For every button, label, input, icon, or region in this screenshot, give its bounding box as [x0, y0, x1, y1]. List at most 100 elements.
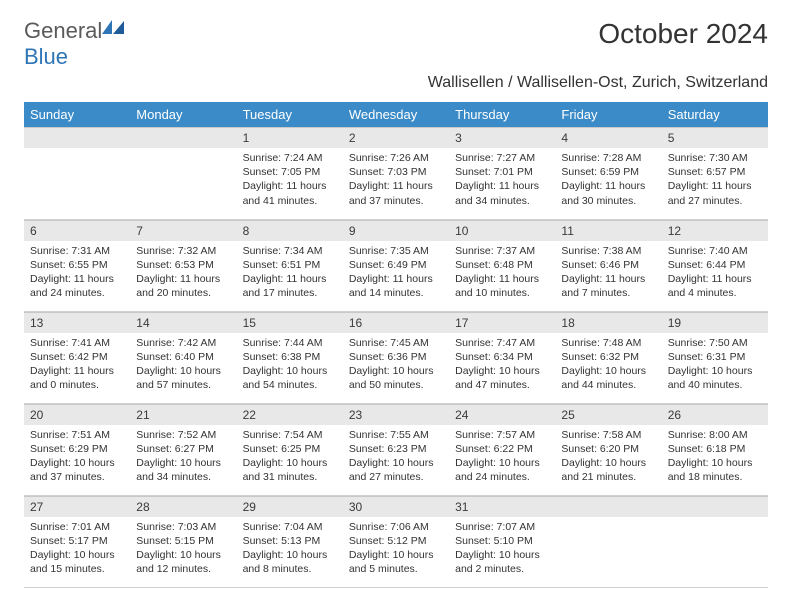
day-details: Sunrise: 7:04 AMSunset: 5:13 PMDaylight:… [237, 517, 343, 581]
day-details: Sunrise: 7:26 AMSunset: 7:03 PMDaylight:… [343, 148, 449, 212]
day-number [555, 496, 661, 517]
calendar-table: SundayMondayTuesdayWednesdayThursdayFrid… [24, 102, 768, 588]
calendar-cell: 8Sunrise: 7:34 AMSunset: 6:51 PMDaylight… [237, 219, 343, 311]
day-details: Sunrise: 7:37 AMSunset: 6:48 PMDaylight:… [449, 241, 555, 305]
calendar-cell: 14Sunrise: 7:42 AMSunset: 6:40 PMDayligh… [130, 311, 236, 403]
day-number [24, 127, 130, 148]
day-details [24, 148, 130, 155]
day-details: Sunrise: 7:24 AMSunset: 7:05 PMDaylight:… [237, 148, 343, 212]
calendar-cell: 28Sunrise: 7:03 AMSunset: 5:15 PMDayligh… [130, 495, 236, 587]
day-details: Sunrise: 7:55 AMSunset: 6:23 PMDaylight:… [343, 425, 449, 489]
calendar-cell: 16Sunrise: 7:45 AMSunset: 6:36 PMDayligh… [343, 311, 449, 403]
day-details: Sunrise: 7:50 AMSunset: 6:31 PMDaylight:… [662, 333, 768, 397]
location: Wallisellen / Wallisellen-Ost, Zurich, S… [24, 74, 768, 92]
day-details: Sunrise: 7:30 AMSunset: 6:57 PMDaylight:… [662, 148, 768, 212]
calendar-cell: 27Sunrise: 7:01 AMSunset: 5:17 PMDayligh… [24, 495, 130, 587]
day-details: Sunrise: 7:35 AMSunset: 6:49 PMDaylight:… [343, 241, 449, 305]
day-number: 2 [343, 127, 449, 148]
day-number: 28 [130, 496, 236, 517]
day-number: 16 [343, 312, 449, 333]
day-number: 21 [130, 404, 236, 425]
calendar-cell: 22Sunrise: 7:54 AMSunset: 6:25 PMDayligh… [237, 403, 343, 495]
day-details: Sunrise: 7:01 AMSunset: 5:17 PMDaylight:… [24, 517, 130, 581]
day-number: 10 [449, 220, 555, 241]
day-number: 5 [662, 127, 768, 148]
day-details: Sunrise: 7:54 AMSunset: 6:25 PMDaylight:… [237, 425, 343, 489]
day-number: 17 [449, 312, 555, 333]
day-number: 11 [555, 220, 661, 241]
calendar-cell: 18Sunrise: 7:48 AMSunset: 6:32 PMDayligh… [555, 311, 661, 403]
day-number: 3 [449, 127, 555, 148]
day-number: 23 [343, 404, 449, 425]
day-details: Sunrise: 7:47 AMSunset: 6:34 PMDaylight:… [449, 333, 555, 397]
header: General Blue October 2024 [24, 18, 768, 70]
day-details [555, 517, 661, 524]
calendar-cell [24, 127, 130, 219]
day-details: Sunrise: 7:03 AMSunset: 5:15 PMDaylight:… [130, 517, 236, 581]
day-number: 27 [24, 496, 130, 517]
calendar-week: 27Sunrise: 7:01 AMSunset: 5:17 PMDayligh… [24, 495, 768, 587]
calendar-cell: 23Sunrise: 7:55 AMSunset: 6:23 PMDayligh… [343, 403, 449, 495]
calendar-cell [555, 495, 661, 587]
day-number: 7 [130, 220, 236, 241]
calendar-cell: 20Sunrise: 7:51 AMSunset: 6:29 PMDayligh… [24, 403, 130, 495]
calendar-cell: 1Sunrise: 7:24 AMSunset: 7:05 PMDaylight… [237, 127, 343, 219]
day-number: 18 [555, 312, 661, 333]
day-number: 30 [343, 496, 449, 517]
calendar-cell: 15Sunrise: 7:44 AMSunset: 6:38 PMDayligh… [237, 311, 343, 403]
day-details: Sunrise: 7:41 AMSunset: 6:42 PMDaylight:… [24, 333, 130, 397]
month-title: October 2024 [598, 18, 768, 50]
day-number: 1 [237, 127, 343, 148]
day-number: 31 [449, 496, 555, 517]
day-details: Sunrise: 7:38 AMSunset: 6:46 PMDaylight:… [555, 241, 661, 305]
day-number: 24 [449, 404, 555, 425]
day-number: 14 [130, 312, 236, 333]
day-details [130, 148, 236, 155]
calendar-cell: 13Sunrise: 7:41 AMSunset: 6:42 PMDayligh… [24, 311, 130, 403]
calendar-cell: 2Sunrise: 7:26 AMSunset: 7:03 PMDaylight… [343, 127, 449, 219]
day-number: 29 [237, 496, 343, 517]
calendar-cell: 12Sunrise: 7:40 AMSunset: 6:44 PMDayligh… [662, 219, 768, 311]
calendar-cell: 17Sunrise: 7:47 AMSunset: 6:34 PMDayligh… [449, 311, 555, 403]
day-details: Sunrise: 7:57 AMSunset: 6:22 PMDaylight:… [449, 425, 555, 489]
day-details: Sunrise: 7:32 AMSunset: 6:53 PMDaylight:… [130, 241, 236, 305]
calendar-cell: 6Sunrise: 7:31 AMSunset: 6:55 PMDaylight… [24, 219, 130, 311]
day-header: Wednesday [343, 102, 449, 127]
day-number: 4 [555, 127, 661, 148]
brand-text: General Blue [24, 18, 128, 70]
day-number: 26 [662, 404, 768, 425]
day-number: 22 [237, 404, 343, 425]
calendar-cell: 3Sunrise: 7:27 AMSunset: 7:01 PMDaylight… [449, 127, 555, 219]
day-details: Sunrise: 7:31 AMSunset: 6:55 PMDaylight:… [24, 241, 130, 305]
brand-logo: General Blue [24, 18, 128, 70]
day-number [662, 496, 768, 517]
calendar-cell: 19Sunrise: 7:50 AMSunset: 6:31 PMDayligh… [662, 311, 768, 403]
day-number: 20 [24, 404, 130, 425]
calendar-week: 1Sunrise: 7:24 AMSunset: 7:05 PMDaylight… [24, 127, 768, 219]
calendar-cell: 4Sunrise: 7:28 AMSunset: 6:59 PMDaylight… [555, 127, 661, 219]
day-number: 25 [555, 404, 661, 425]
day-number: 19 [662, 312, 768, 333]
day-header: Saturday [662, 102, 768, 127]
calendar-cell: 26Sunrise: 8:00 AMSunset: 6:18 PMDayligh… [662, 403, 768, 495]
day-details: Sunrise: 7:42 AMSunset: 6:40 PMDaylight:… [130, 333, 236, 397]
day-details [662, 517, 768, 524]
calendar-cell: 11Sunrise: 7:38 AMSunset: 6:46 PMDayligh… [555, 219, 661, 311]
flag-icon [102, 18, 128, 44]
day-details: Sunrise: 8:00 AMSunset: 6:18 PMDaylight:… [662, 425, 768, 489]
calendar-cell: 24Sunrise: 7:57 AMSunset: 6:22 PMDayligh… [449, 403, 555, 495]
day-number: 8 [237, 220, 343, 241]
day-number: 13 [24, 312, 130, 333]
calendar-cell: 29Sunrise: 7:04 AMSunset: 5:13 PMDayligh… [237, 495, 343, 587]
day-number [130, 127, 236, 148]
calendar-week: 13Sunrise: 7:41 AMSunset: 6:42 PMDayligh… [24, 311, 768, 403]
calendar-cell: 9Sunrise: 7:35 AMSunset: 6:49 PMDaylight… [343, 219, 449, 311]
calendar-cell: 5Sunrise: 7:30 AMSunset: 6:57 PMDaylight… [662, 127, 768, 219]
day-details: Sunrise: 7:07 AMSunset: 5:10 PMDaylight:… [449, 517, 555, 581]
day-details: Sunrise: 7:52 AMSunset: 6:27 PMDaylight:… [130, 425, 236, 489]
day-header: Sunday [24, 102, 130, 127]
calendar-cell: 31Sunrise: 7:07 AMSunset: 5:10 PMDayligh… [449, 495, 555, 587]
calendar-cell: 25Sunrise: 7:58 AMSunset: 6:20 PMDayligh… [555, 403, 661, 495]
day-header: Monday [130, 102, 236, 127]
calendar-body: 1Sunrise: 7:24 AMSunset: 7:05 PMDaylight… [24, 127, 768, 587]
